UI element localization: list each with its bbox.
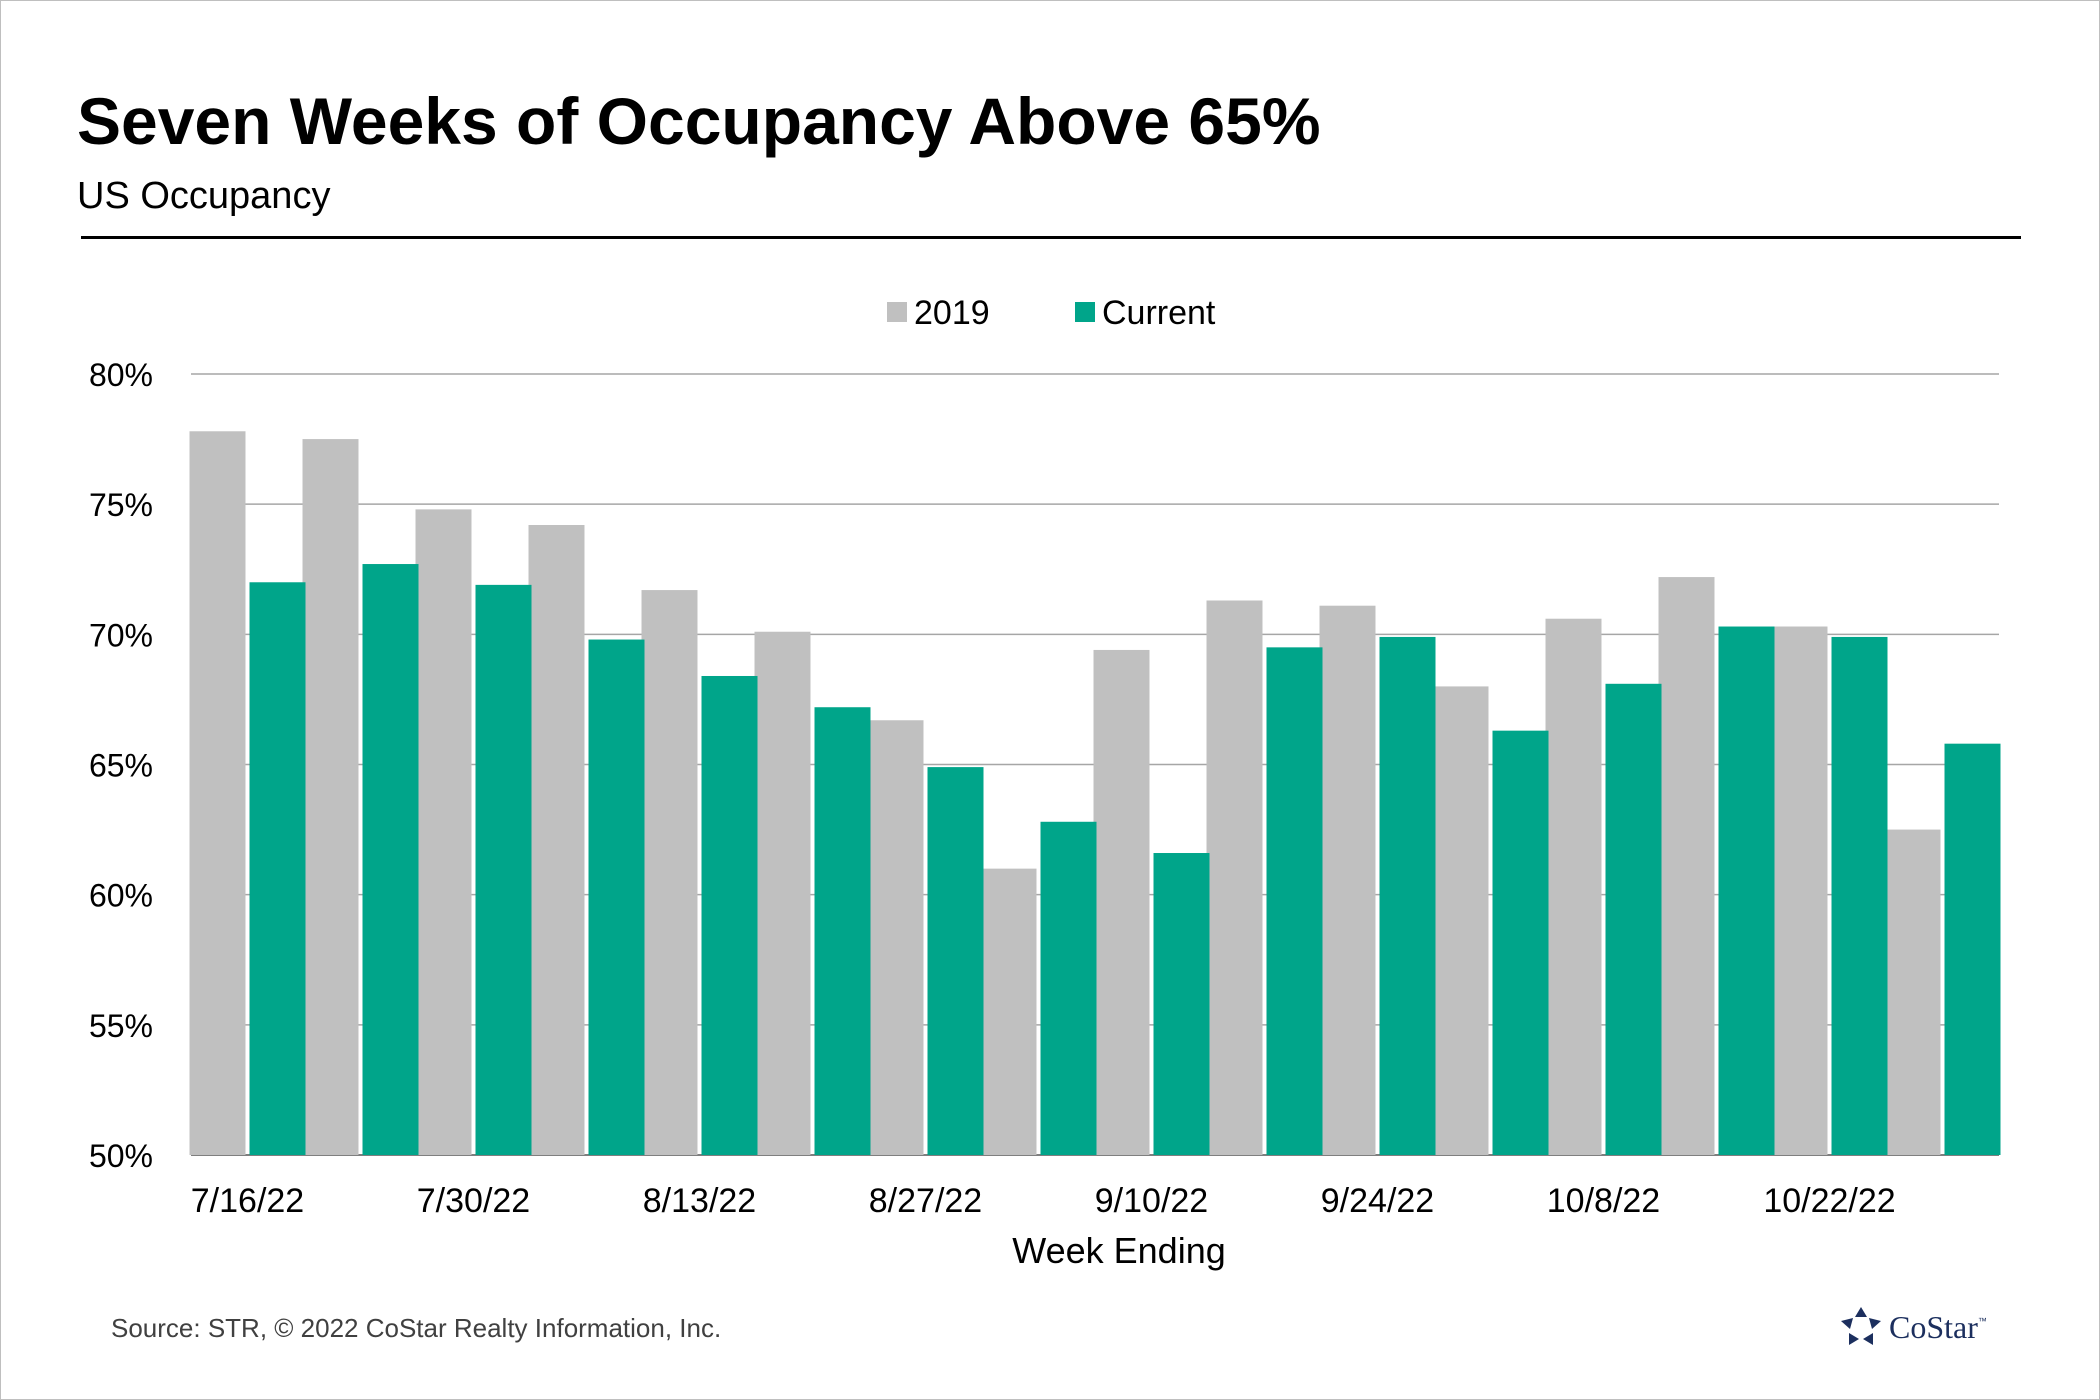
costar-logo-trademark: ™ <box>1977 1316 1987 1326</box>
chart-subtitle: US Occupancy <box>77 175 331 217</box>
bar-2019-14 <box>1771 626 1828 1155</box>
y-tick-label: 70% <box>89 617 153 653</box>
x-axis-title: Week Ending <box>1012 1230 1225 1271</box>
bars <box>189 431 2001 1156</box>
bar-2019-9 <box>1206 600 1263 1155</box>
y-axis-tick-labels: 50% 55% 60% 65% 70% 75% 80% <box>89 357 153 1174</box>
bar-2019-13 <box>1658 577 1715 1155</box>
bar-current-9 <box>1266 647 1323 1155</box>
y-tick-label: 65% <box>89 748 153 784</box>
bar-2019-6 <box>867 720 924 1155</box>
legend-swatch-2019 <box>887 302 907 322</box>
x-axis-tick-labels: 7/16/22 7/30/22 8/13/22 8/27/22 9/10/22 9/24/… <box>191 1182 1896 1220</box>
bar-current-11 <box>1492 730 1549 1155</box>
bar-current-10 <box>1379 636 1436 1155</box>
x-tick-label: 9/10/22 <box>1095 1182 1208 1220</box>
header-divider <box>81 236 2021 239</box>
bar-current-0 <box>249 582 306 1155</box>
legend-swatch-current <box>1075 302 1095 322</box>
y-tick-label: 75% <box>89 487 153 523</box>
bar-current-14 <box>1831 636 1888 1155</box>
bar-2019-0 <box>189 431 246 1156</box>
bar-2019-3 <box>528 524 585 1155</box>
bar-current-5 <box>814 707 871 1155</box>
bar-2019-15 <box>1884 829 1941 1155</box>
bar-2019-10 <box>1319 605 1376 1155</box>
chart-title: Seven Weeks of Occupancy Above 65% <box>77 84 1321 158</box>
legend-label-2019: 2019 <box>914 294 990 332</box>
bar-current-2 <box>475 584 532 1155</box>
source-note: Source: STR, © 2022 CoStar Realty Inform… <box>111 1313 722 1343</box>
bar-2019-11 <box>1432 686 1489 1155</box>
costar-logo: CoStar ™ <box>1839 1303 1987 1351</box>
bar-current-3 <box>588 639 645 1155</box>
bar-current-12 <box>1605 683 1662 1155</box>
bar-current-15 <box>1944 743 2001 1155</box>
bar-2019-2 <box>415 509 472 1156</box>
x-tick-label: 7/16/22 <box>191 1182 304 1220</box>
x-tick-label: 10/8/22 <box>1547 1182 1660 1220</box>
y-tick-label: 50% <box>89 1138 153 1174</box>
bar-2019-1 <box>302 439 359 1155</box>
costar-star-icon <box>1841 1307 1881 1345</box>
bar-current-4 <box>701 675 758 1155</box>
bar-2019-12 <box>1545 618 1602 1155</box>
x-tick-label: 9/24/22 <box>1321 1182 1434 1220</box>
x-tick-label: 7/30/22 <box>417 1182 530 1220</box>
bar-current-6 <box>927 767 984 1155</box>
y-tick-label: 60% <box>89 878 153 914</box>
legend: 2019 Current <box>887 294 1216 332</box>
x-tick-label: 8/13/22 <box>643 1182 756 1220</box>
bar-current-1 <box>362 564 419 1155</box>
bar-2019-5 <box>754 631 811 1155</box>
bar-current-7 <box>1040 821 1097 1155</box>
bar-current-13 <box>1718 626 1775 1155</box>
bar-2019-7 <box>980 868 1037 1155</box>
bar-2019-8 <box>1093 649 1150 1155</box>
x-tick-label: 10/22/22 <box>1763 1182 1895 1220</box>
bar-2019-4 <box>641 590 698 1155</box>
bar-chart: 50% 55% 60% 65% 70% 75% 80% 7/16/22 7/30/22 8/13… <box>89 294 2001 1271</box>
y-tick-label: 80% <box>89 357 153 393</box>
costar-logo-text: CoStar <box>1889 1308 1978 1345</box>
legend-label-current: Current <box>1102 294 1216 332</box>
x-tick-label: 8/27/22 <box>869 1182 982 1220</box>
bar-current-8 <box>1153 853 1210 1155</box>
y-tick-label: 55% <box>89 1008 153 1044</box>
